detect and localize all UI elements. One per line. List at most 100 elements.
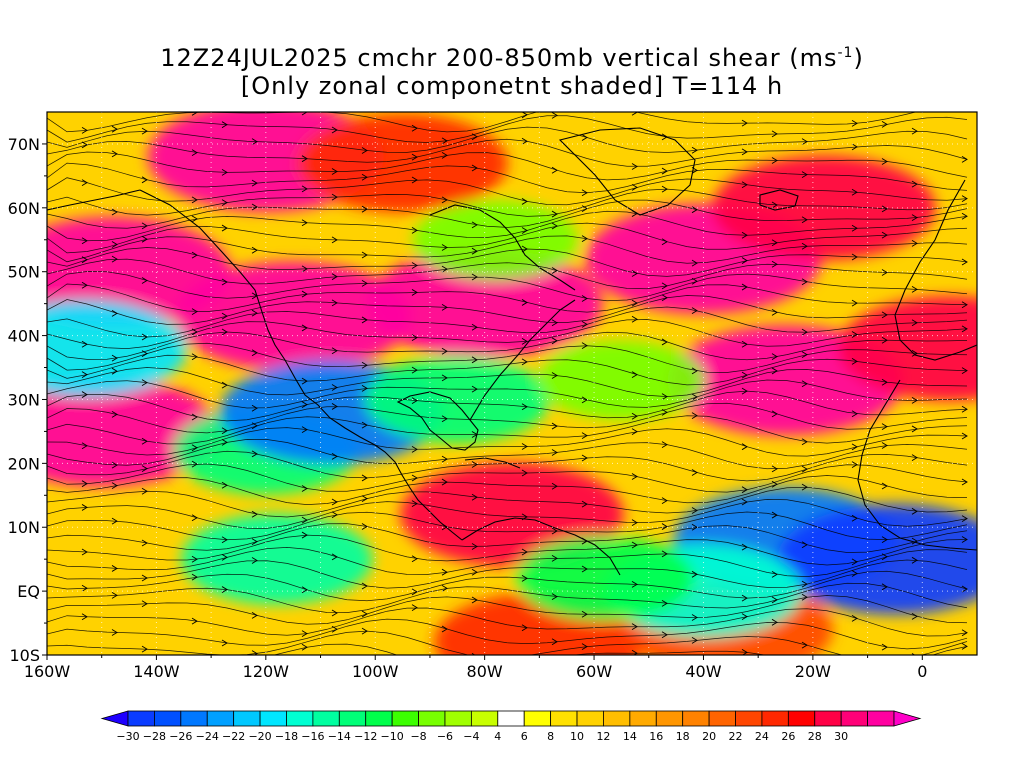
streamline-arrow	[221, 639, 228, 647]
streamline-arrow	[301, 630, 308, 637]
colorbar-swatch	[391, 710, 419, 727]
streamline-arrow	[301, 516, 308, 524]
streamline-arrow	[801, 278, 808, 286]
streamline-arrow	[251, 203, 258, 211]
streamline-arrow	[301, 219, 308, 227]
streamline	[47, 402, 968, 434]
streamline-arrow	[851, 615, 858, 622]
streamline-arrow	[411, 153, 418, 161]
streamline-arrow	[691, 614, 698, 621]
streamline-arrow	[661, 282, 668, 290]
colorbar-swatch	[286, 710, 314, 727]
streamline-arrow	[81, 584, 88, 592]
colorbar-swatch	[470, 710, 499, 727]
lon-label: 140W	[133, 662, 180, 681]
streamline-arrow	[331, 384, 338, 391]
streamline-arrow	[361, 421, 368, 429]
streamline-arrow	[741, 340, 748, 348]
streamline-arrow	[691, 570, 698, 578]
streamline-arrow	[551, 166, 558, 174]
streamline-arrow	[801, 138, 808, 145]
colorbar-swatch	[867, 710, 895, 727]
streamline-arrow	[141, 574, 148, 582]
streamline-arrow	[741, 387, 748, 395]
streamline-arrow	[771, 618, 778, 626]
streamline-arrow	[551, 267, 558, 274]
streamline-arrow	[551, 638, 558, 646]
streamline	[47, 499, 968, 529]
streamline-arrow	[521, 548, 528, 556]
lon-label: 80W	[467, 662, 503, 681]
field-feature-jet-ne-atlantic	[712, 155, 936, 261]
streamline-arrow	[551, 337, 558, 345]
streamline-arrow	[631, 412, 638, 420]
colorbar-label: 10	[570, 730, 584, 743]
streamline-arrow	[801, 483, 808, 491]
streamline-arrow	[961, 258, 968, 266]
lon-label: 100W	[352, 662, 399, 681]
streamline-arrow	[441, 455, 448, 463]
streamline-arrow	[881, 158, 888, 165]
streamline	[47, 390, 968, 422]
streamline-arrow	[801, 380, 808, 388]
streamline-arrow	[801, 242, 808, 250]
streamline-arrow	[361, 205, 368, 213]
streamline-arrow	[331, 511, 338, 519]
streamline-arrow	[81, 179, 88, 187]
streamline-arrow	[691, 412, 698, 420]
colorbar-label: −10	[381, 730, 404, 743]
streamline-arrow	[881, 311, 888, 319]
streamline-arrow	[111, 592, 118, 599]
streamline	[47, 486, 968, 518]
streamline-arrow	[881, 536, 888, 543]
streamline-arrow	[301, 485, 308, 492]
streamline	[47, 367, 968, 397]
streamline-arrow	[471, 323, 478, 331]
colorbar-label: 20	[702, 730, 716, 743]
streamline-arrow	[191, 460, 198, 468]
streamline-arrow	[81, 548, 88, 556]
field-feature-easterly-tropical-pacific	[181, 513, 373, 605]
streamline-arrow	[191, 413, 198, 421]
streamline-arrow	[691, 393, 698, 401]
streamline-arrow	[361, 251, 368, 259]
streamline-arrow	[191, 555, 198, 563]
streamline-arrow	[771, 596, 778, 604]
streamline-arrow	[691, 507, 698, 514]
streamline-arrow	[191, 196, 198, 204]
streamline-arrow	[111, 309, 118, 317]
streamline-arrow	[691, 307, 698, 315]
streamline-arrow	[411, 500, 418, 508]
streamline-arrow	[661, 185, 668, 193]
streamline-arrow	[361, 280, 368, 287]
streamline-arrow	[661, 523, 668, 530]
streamline-arrow	[801, 580, 808, 588]
streamline-arrow	[911, 319, 918, 327]
streamline-arrow	[192, 662, 197, 668]
streamline-arrow	[551, 554, 558, 562]
streamline-arrow	[141, 379, 148, 387]
streamline-arrow	[301, 586, 308, 594]
streamline-arrow	[521, 574, 528, 582]
streamline-arrow	[111, 461, 118, 469]
streamline-arrow	[881, 442, 888, 449]
streamline-arrow	[251, 309, 258, 317]
streamline-arrow	[471, 273, 478, 281]
streamline-arrow	[851, 357, 858, 365]
streamline-arrow	[111, 255, 118, 263]
colorbar-label: 18	[676, 730, 690, 743]
streamline-arrow	[81, 281, 88, 289]
streamline-arrow	[221, 438, 228, 446]
streamline-arrow	[361, 384, 368, 392]
streamline-arrow	[111, 241, 118, 248]
title-main: 12Z24JUL2025 cmchr 200-850mb vertical sh…	[160, 44, 838, 72]
streamline-arrow	[471, 543, 478, 550]
streamline-arrow	[961, 156, 968, 163]
streamline-arrow	[471, 493, 478, 501]
streamline-arrow	[961, 515, 968, 523]
streamline	[47, 319, 968, 349]
streamline-arrow	[581, 432, 588, 440]
streamline-arrow	[631, 649, 638, 655]
streamline-arrow	[411, 289, 418, 296]
streamline-arrow	[411, 445, 418, 453]
